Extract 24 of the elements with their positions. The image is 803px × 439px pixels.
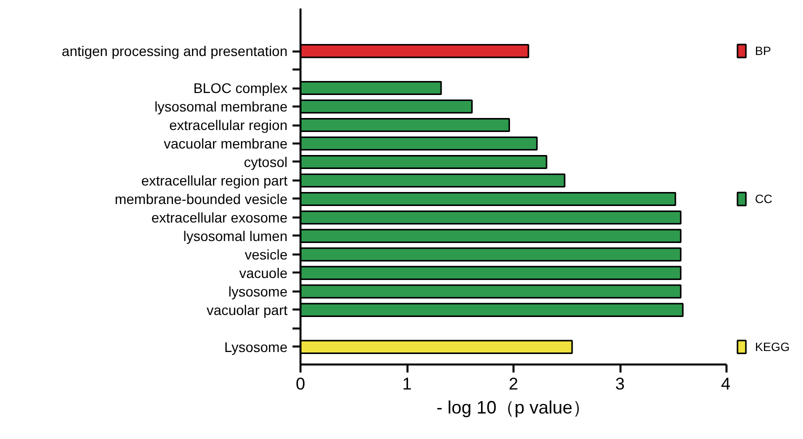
x-tick-label: 1 xyxy=(402,374,412,394)
legend-label: CC xyxy=(755,192,773,206)
legend-label: KEGG xyxy=(755,340,790,354)
legend-label: BP xyxy=(755,44,772,58)
x-tick-label: 0 xyxy=(296,374,306,394)
y-tick-label: membrane-bounded vesicle xyxy=(114,190,288,207)
y-tick-label: vacuole xyxy=(239,264,288,281)
y-tick-label: vacuolar membrane xyxy=(164,136,288,152)
y-tick-label: extracellular exosome xyxy=(151,209,288,226)
x-axis-title: - log 10（p value） xyxy=(436,398,591,418)
y-tick-label: extracellular region xyxy=(169,117,288,134)
y-tick-label: lysosomal lumen xyxy=(183,228,288,244)
y-tick-label: lysosomal membrane xyxy=(154,98,288,115)
y-tick-label: BLOC complex xyxy=(193,80,288,96)
y-tick-label: antigen processing and presentation xyxy=(62,43,288,60)
x-tick-label: 2 xyxy=(508,374,518,394)
x-tick-label: 3 xyxy=(615,374,625,394)
y-tick-label: vacuolar part xyxy=(206,302,288,318)
x-tick-label: 4 xyxy=(721,374,731,394)
y-tick-label: lysosome xyxy=(228,283,288,300)
y-tick-label: cytosol xyxy=(244,154,288,170)
y-tick-label: vesicle xyxy=(244,246,288,262)
y-tick-label: extracellular region part xyxy=(141,172,288,188)
y-tick-label: Lysosome xyxy=(224,338,288,355)
